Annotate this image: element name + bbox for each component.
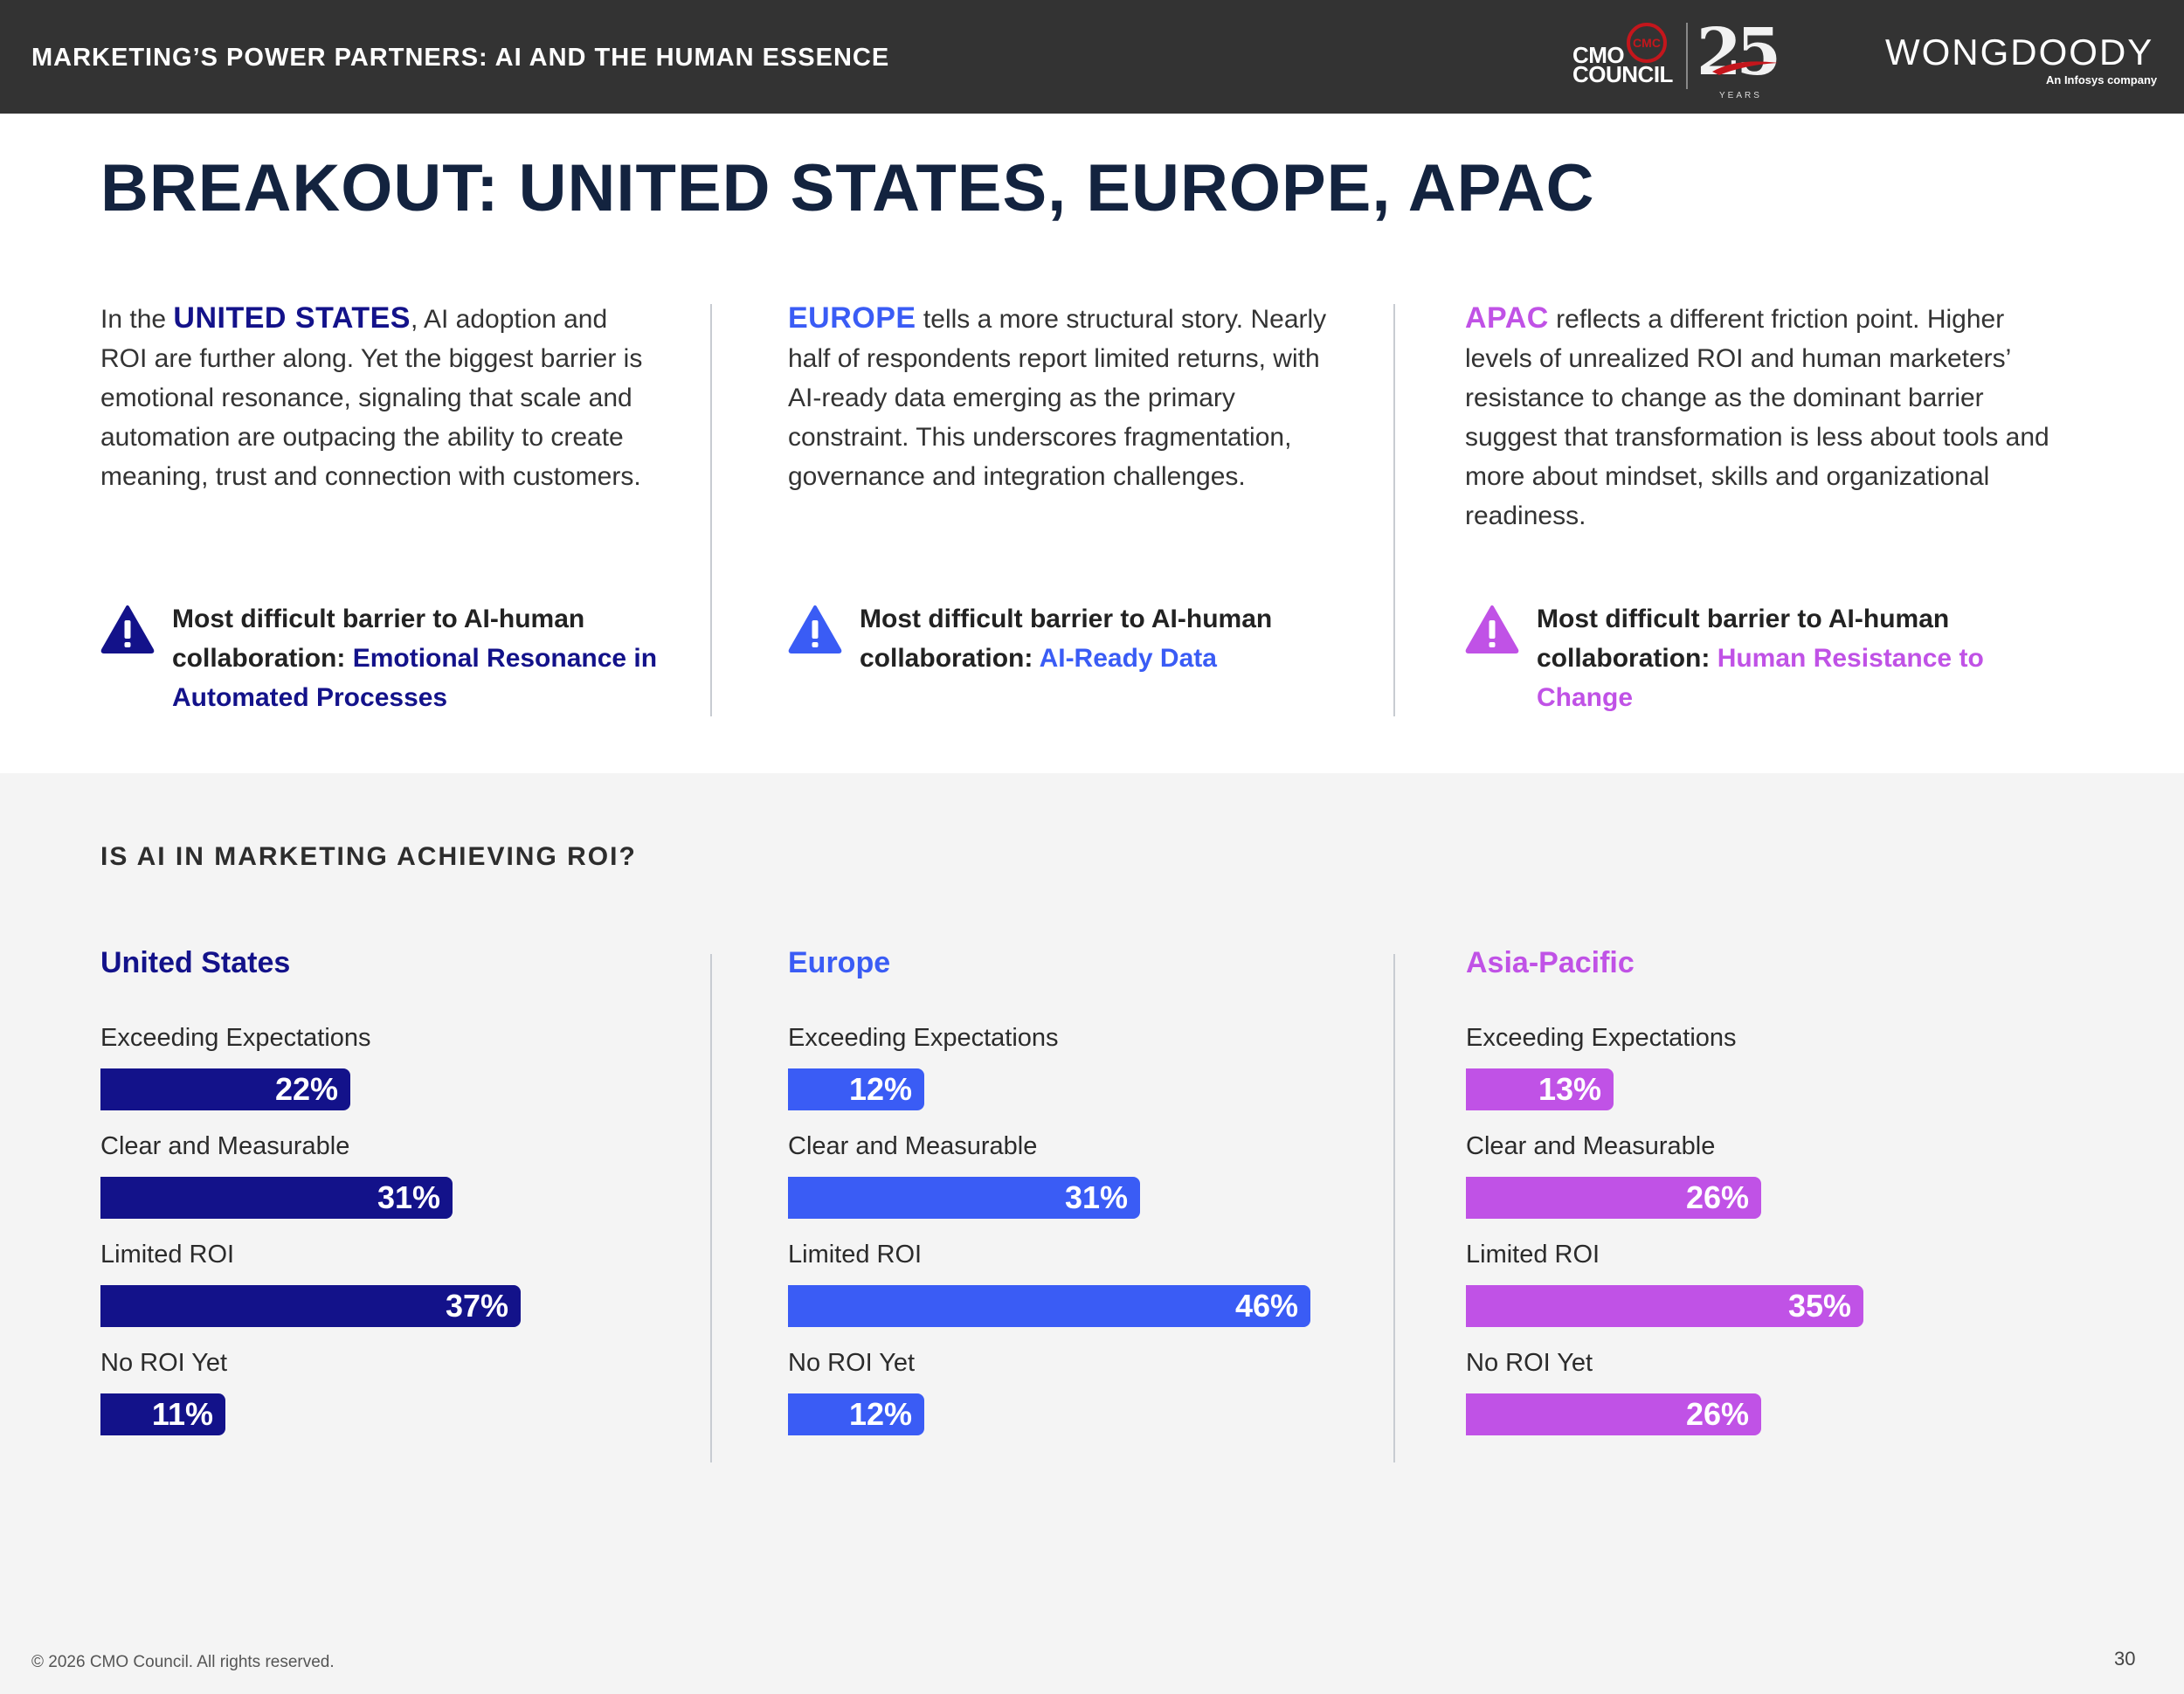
barrier-value-europe: AI-Ready Data — [1039, 644, 1217, 673]
bar-asia-pacific-clear-and-measurable: 26% — [1466, 1177, 1761, 1219]
bar-label-exceeding-expectations: Exceeding Expectations — [1466, 1024, 1737, 1052]
copyright: © 2026 CMO Council. All rights reserved. — [31, 1653, 335, 1671]
bar-united-states-exceeding-expectations: 22% — [100, 1068, 350, 1110]
bar-value-label: 22% — [274, 1071, 338, 1107]
bar-label-exceeding-expectations: Exceeding Expectations — [788, 1024, 1059, 1052]
intro-europe: EUROPE tells a more structural story. Ne… — [788, 301, 1327, 491]
bar-label-clear-and-measurable: Clear and Measurable — [100, 1132, 350, 1160]
bar-united-states-limited-roi: 37% — [100, 1285, 521, 1327]
cmo-council-logo: CMC CMO COUNCIL 25 YEARS — [1572, 17, 1781, 105]
anniversary-number: 25 — [1697, 15, 1781, 90]
bar-label-clear-and-measurable: Clear and Measurable — [1466, 1132, 1716, 1160]
swoosh-icon — [1712, 61, 1779, 75]
bar-europe-exceeding-expectations: 12% — [788, 1068, 924, 1110]
bar-value-label: 31% — [377, 1179, 440, 1215]
region-title-united-states: United States — [100, 946, 291, 979]
bar-label-limited-roi: Limited ROI — [100, 1241, 235, 1269]
cmo-logo-line1: CMO — [1572, 42, 1625, 68]
bar-value-label: 37% — [445, 1288, 508, 1324]
us-highlight: UNITED STATES — [173, 301, 411, 335]
bar-europe-limited-roi: 46% — [788, 1285, 1310, 1327]
region-title-asia-pacific: Asia-Pacific — [1466, 946, 1635, 979]
europe-highlight: EUROPE — [788, 301, 916, 335]
bar-asia-pacific-no-roi-yet: 26% — [1466, 1393, 1761, 1435]
barrier-value-us: Emotional Resonance in Automated Process… — [172, 644, 658, 712]
intro-apac: APAC reflects a different friction point… — [1465, 301, 2049, 530]
bar-value-label: 12% — [848, 1071, 912, 1107]
bar-label-no-roi-yet: No ROI Yet — [788, 1349, 916, 1377]
bar-value-label: 46% — [1234, 1288, 1298, 1324]
chart-column-divider — [710, 954, 712, 1462]
wongdoody-logo: WONGDOODY — [1885, 31, 2154, 73]
bar-value-label: 35% — [1787, 1288, 1851, 1324]
warning-icon — [1465, 605, 1519, 653]
bar-label-clear-and-measurable: Clear and Measurable — [788, 1132, 1038, 1160]
warning-icon — [100, 605, 155, 653]
bar-value-label: 31% — [1064, 1179, 1128, 1215]
bar-value-label: 11% — [151, 1396, 213, 1432]
apac-highlight: APAC — [1465, 301, 1549, 335]
page-number: 30 — [2114, 1648, 2136, 1670]
warning-icon — [788, 605, 842, 653]
bar-value-label: 13% — [1538, 1071, 1601, 1107]
bar-label-no-roi-yet: No ROI Yet — [100, 1349, 228, 1377]
bar-united-states-no-roi-yet: 11% — [100, 1393, 225, 1435]
column-divider — [710, 304, 712, 716]
top-bar: MARKETING’S POWER PARTNERS: AI AND THE H… — [0, 0, 2184, 114]
bar-label-exceeding-expectations: Exceeding Expectations — [100, 1024, 371, 1052]
bar-united-states-clear-and-measurable: 31% — [100, 1177, 453, 1219]
cmo-badge-icon: CMC — [1627, 23, 1667, 63]
bar-asia-pacific-limited-roi: 35% — [1466, 1285, 1863, 1327]
wongdoody-tagline: An Infosys company — [2046, 73, 2158, 86]
region-title-europe: Europe — [788, 946, 891, 979]
bar-europe-no-roi-yet: 12% — [788, 1393, 924, 1435]
intro-us: In the UNITED STATES, AI adoption and RO… — [100, 301, 643, 491]
anniversary-years: YEARS — [1719, 91, 1762, 100]
bar-label-limited-roi: Limited ROI — [1466, 1241, 1600, 1269]
report-title: MARKETING’S POWER PARTNERS: AI AND THE H… — [31, 44, 890, 72]
bar-label-no-roi-yet: No ROI Yet — [1466, 1349, 1593, 1377]
bar-europe-clear-and-measurable: 31% — [788, 1177, 1140, 1219]
logo-divider — [1686, 23, 1688, 89]
column-divider — [1393, 304, 1395, 716]
chart-panel — [0, 773, 2184, 1694]
chart-title: IS AI IN MARKETING ACHIEVING ROI? — [100, 842, 637, 871]
cmo-logo-line2: COUNCIL — [1572, 61, 1673, 87]
bar-value-label: 26% — [1685, 1396, 1749, 1432]
bar-asia-pacific-exceeding-expectations: 13% — [1466, 1068, 1614, 1110]
bar-value-label: 12% — [848, 1396, 912, 1432]
bar-value-label: 26% — [1685, 1179, 1749, 1215]
page-title: BREAKOUT: UNITED STATES, EUROPE, APAC — [100, 151, 1595, 225]
chart-column-divider — [1393, 954, 1395, 1462]
bar-label-limited-roi: Limited ROI — [788, 1241, 923, 1269]
barrier-value-apac: Human Resistance to Change — [1537, 644, 1984, 712]
